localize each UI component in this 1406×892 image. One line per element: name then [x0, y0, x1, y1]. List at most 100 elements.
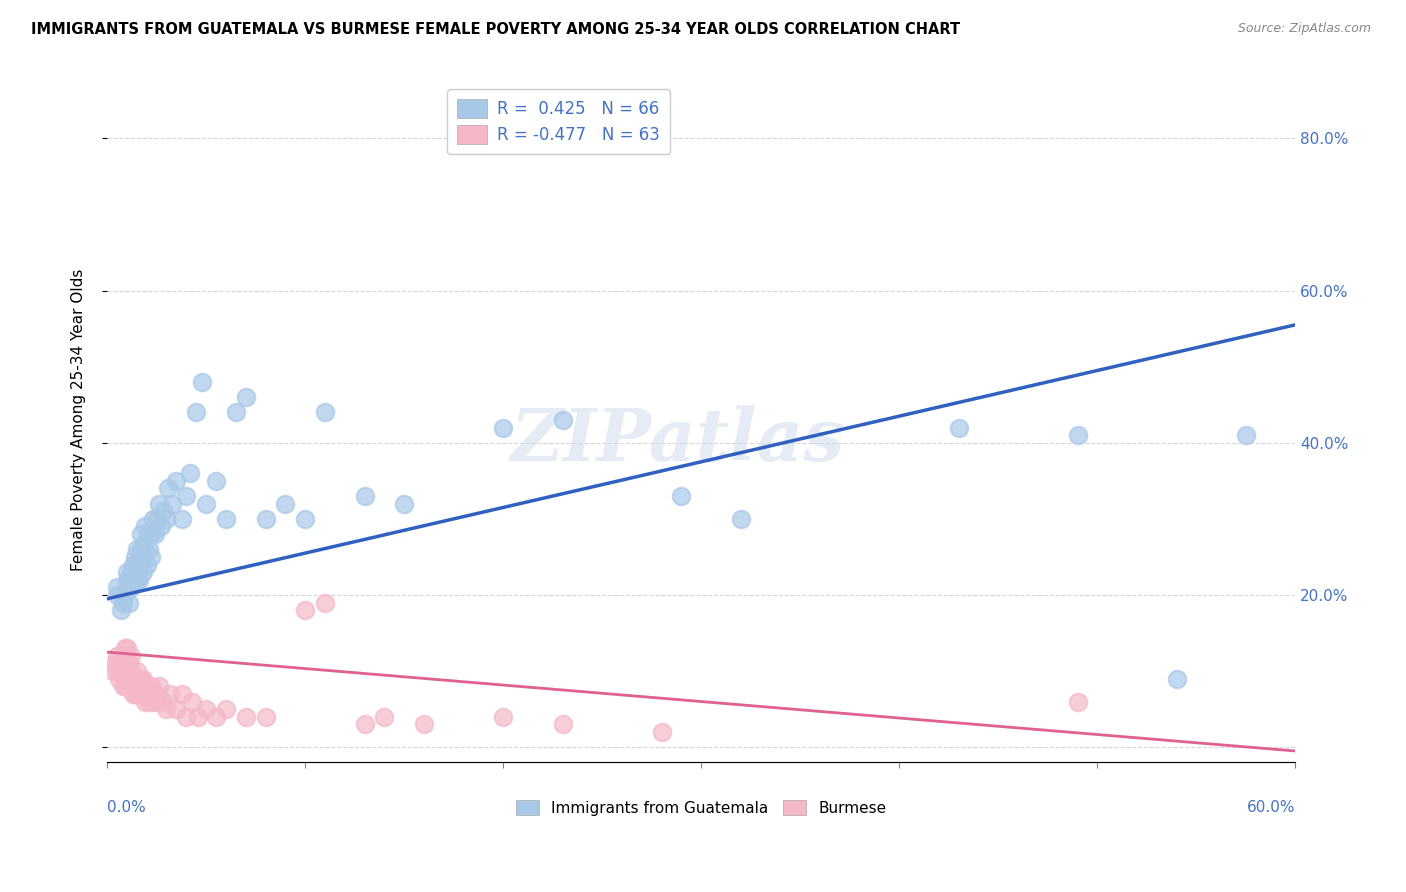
Point: [124, 573, 146, 587]
Point: [165, 474, 187, 488]
Point: [294, 603, 316, 617]
Point: [101, 664, 124, 678]
Point: [155, 512, 177, 526]
Point: [111, 664, 134, 678]
Point: [105, 588, 128, 602]
Point: [162, 497, 184, 511]
Point: [115, 664, 138, 678]
Point: [111, 648, 134, 663]
Text: IMMIGRANTS FROM GUATEMALA VS BURMESE FEMALE POVERTY AMONG 25-34 YEAR OLDS CORREL: IMMIGRANTS FROM GUATEMALA VS BURMESE FEM…: [31, 22, 960, 37]
Point: [128, 672, 150, 686]
Point: [148, 679, 170, 693]
Point: [413, 717, 436, 731]
Point: [114, 664, 136, 678]
Point: [128, 558, 150, 572]
Point: [1066, 428, 1088, 442]
Point: [115, 565, 138, 579]
Point: [373, 710, 395, 724]
Point: [353, 489, 375, 503]
Point: [120, 664, 142, 678]
Point: [124, 687, 146, 701]
Point: [129, 542, 152, 557]
Point: [145, 512, 167, 526]
Point: [165, 702, 187, 716]
Point: [179, 467, 201, 481]
Point: [353, 717, 375, 731]
Point: [139, 527, 162, 541]
Point: [115, 573, 138, 587]
Point: [314, 596, 336, 610]
Point: [125, 542, 148, 557]
Point: [551, 717, 574, 731]
Point: [121, 558, 143, 572]
Point: [115, 641, 138, 656]
Point: [157, 482, 180, 496]
Point: [111, 679, 134, 693]
Point: [149, 519, 172, 533]
Point: [132, 549, 155, 564]
Point: [139, 679, 162, 693]
Point: [187, 710, 209, 724]
Point: [118, 573, 141, 587]
Y-axis label: Female Poverty Among 25-34 Year Olds: Female Poverty Among 25-34 Year Olds: [72, 268, 86, 571]
Point: [1066, 694, 1088, 708]
Point: [110, 664, 132, 678]
Point: [134, 534, 156, 549]
Point: [124, 672, 146, 686]
Point: [120, 580, 142, 594]
Point: [121, 672, 143, 686]
Point: [128, 573, 150, 587]
Point: [132, 565, 155, 579]
Point: [948, 420, 970, 434]
Point: [148, 497, 170, 511]
Point: [191, 375, 214, 389]
Point: [235, 390, 257, 404]
Point: [186, 405, 208, 419]
Point: [111, 596, 134, 610]
Point: [108, 672, 131, 686]
Point: [205, 710, 228, 724]
Point: [110, 657, 132, 671]
Point: [195, 497, 218, 511]
Point: [120, 679, 142, 693]
Point: [128, 687, 150, 701]
Point: [172, 687, 194, 701]
Point: [120, 565, 142, 579]
Point: [135, 679, 157, 693]
Point: [181, 694, 204, 708]
Point: [155, 702, 177, 716]
Point: [139, 549, 162, 564]
Point: [152, 504, 174, 518]
Point: [114, 679, 136, 693]
Point: [225, 405, 247, 419]
Point: [118, 657, 141, 671]
Point: [1166, 672, 1188, 686]
Point: [205, 474, 228, 488]
Text: Source: ZipAtlas.com: Source: ZipAtlas.com: [1237, 22, 1371, 36]
Point: [125, 573, 148, 587]
Text: 0.0%: 0.0%: [107, 800, 146, 815]
Point: [114, 641, 136, 656]
Point: [143, 687, 166, 701]
Point: [172, 512, 194, 526]
Point: [118, 672, 141, 686]
Point: [115, 580, 138, 594]
Point: [1234, 428, 1257, 442]
Point: [125, 679, 148, 693]
Point: [110, 603, 132, 617]
Point: [104, 657, 127, 671]
Text: ZIPatlas: ZIPatlas: [510, 405, 845, 476]
Point: [294, 512, 316, 526]
Point: [138, 542, 160, 557]
Point: [651, 725, 673, 739]
Point: [138, 694, 160, 708]
Point: [143, 527, 166, 541]
Point: [730, 512, 752, 526]
Point: [254, 710, 277, 724]
Point: [134, 519, 156, 533]
Point: [121, 687, 143, 701]
Point: [120, 648, 142, 663]
Point: [254, 512, 277, 526]
Point: [145, 694, 167, 708]
Point: [129, 687, 152, 701]
